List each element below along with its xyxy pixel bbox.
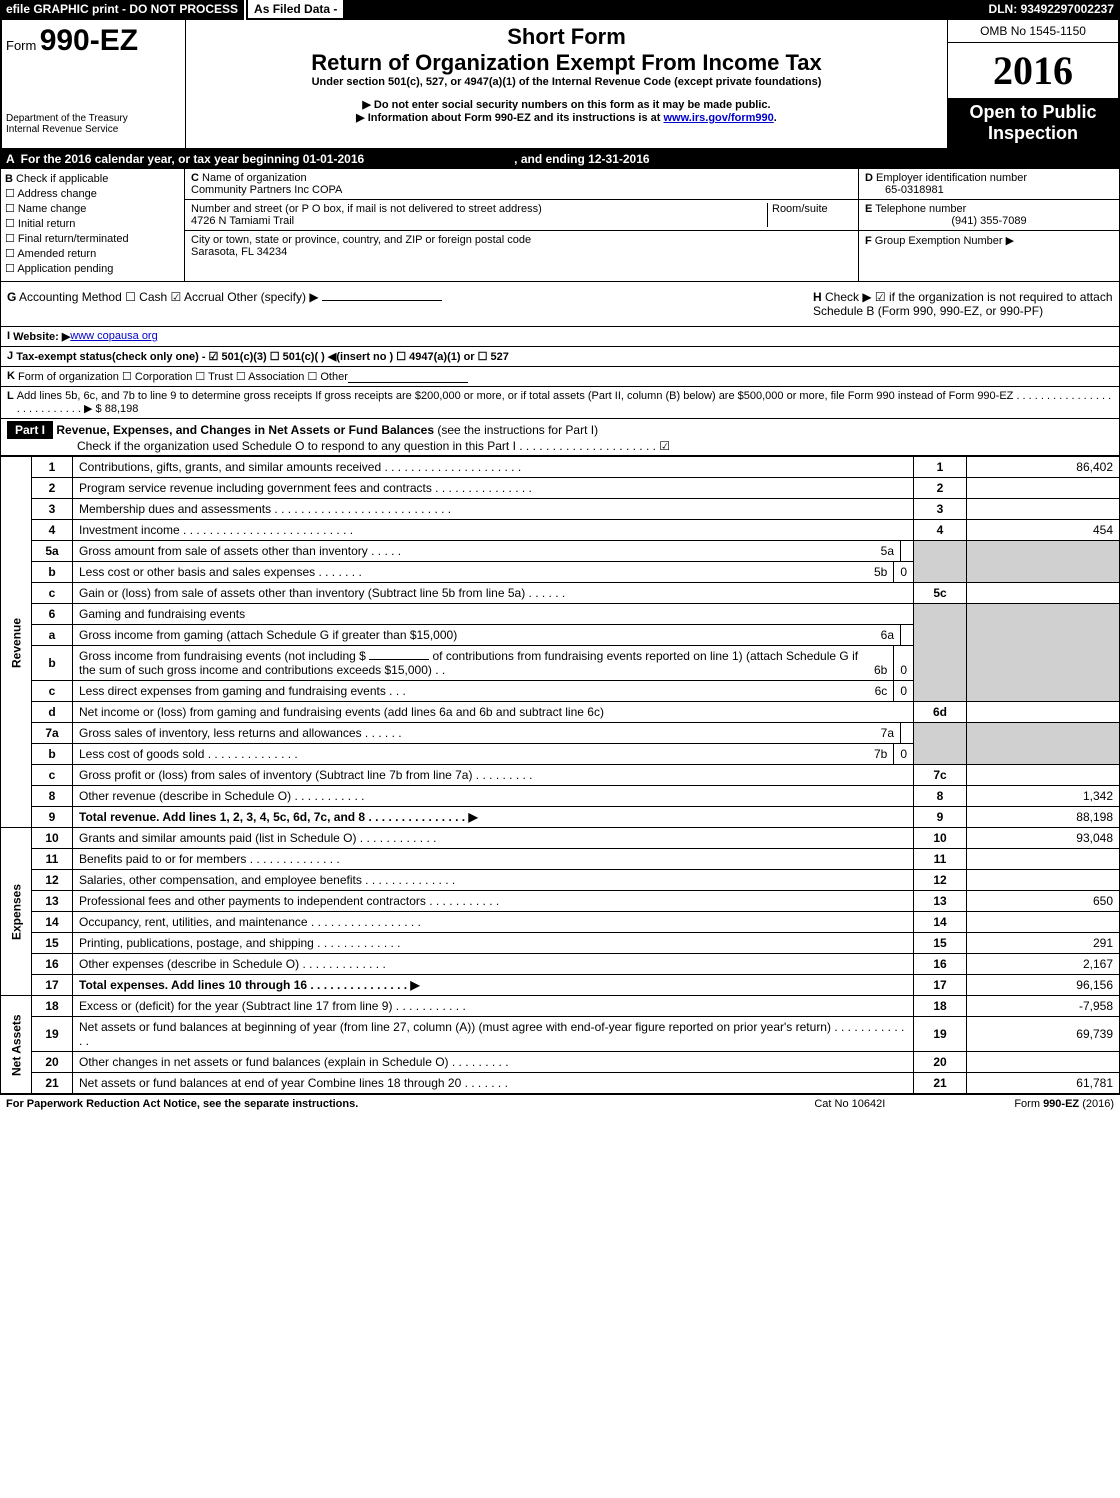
open-pub-2: Inspection (952, 123, 1114, 144)
website-link[interactable]: www copausa org (70, 330, 157, 343)
c-city: City or town, state or province, country… (185, 231, 858, 261)
line-8-amt: 1,342 (967, 786, 1120, 807)
g-accounting: G Accounting Method ☐ Cash ☑ Accrual Oth… (1, 282, 807, 326)
open-pub-1: Open to Public (952, 102, 1114, 123)
c-name: C Name of organization Community Partner… (185, 169, 858, 200)
line-9-amt: 88,198 (967, 807, 1120, 828)
row-gh: G Accounting Method ☐ Cash ☑ Accrual Oth… (0, 282, 1120, 327)
e-phone: E Telephone number (941) 355-7089 (859, 200, 1119, 231)
dln-value: 93492297002237 (1021, 2, 1114, 16)
col-d: D Employer identification number 65-0318… (858, 169, 1119, 281)
section-bcd: B Check if applicable ☐ Address change ☐… (0, 168, 1120, 282)
other-specify-line[interactable] (322, 300, 442, 301)
side-netassets: Net Assets (1, 996, 32, 1094)
line-1-desc: Contributions, gifts, grants, and simila… (73, 457, 914, 478)
part1-check: Check if the organization used Schedule … (77, 439, 670, 453)
form-page: efile GRAPHIC print - DO NOT PROCESS As … (0, 0, 1120, 1113)
row-j: J Tax-exempt status(check only one) - ☑ … (0, 347, 1120, 367)
org-street: 4726 N Tamiami Trail (191, 215, 294, 227)
line-17-amt: 96,156 (967, 975, 1120, 996)
tax-year: 2016 (948, 43, 1118, 98)
b-item-1[interactable]: ☐ Name change (5, 202, 180, 215)
org-name: Community Partners Inc COPA (191, 184, 342, 196)
asfiled-label: As Filed Data - (246, 0, 345, 20)
note2: ▶ Information about Form 990-EZ and its … (190, 111, 943, 124)
irs: Internal Revenue Service (6, 124, 181, 135)
col-c: C Name of organization Community Partner… (185, 169, 858, 281)
row-i: I Website: ▶ www copausa org (0, 327, 1120, 347)
side-revenue: Revenue (1, 457, 32, 828)
note1: ▶ Do not enter social security numbers o… (190, 98, 943, 111)
form-prefix: Form (6, 38, 36, 53)
return-title: Return of Organization Exempt From Incom… (190, 50, 943, 76)
note2-text: ▶ Information about Form 990-EZ and its … (356, 112, 663, 124)
line-1-amt: 86,402 (967, 457, 1120, 478)
a-text: For the 2016 calendar year, or tax year … (21, 152, 365, 166)
b-item-2[interactable]: ☐ Initial return (5, 217, 180, 230)
cat-no: Cat No 10642I (814, 1098, 1014, 1110)
row-l: L Add lines 5b, 6c, and 7b to line 9 to … (0, 387, 1120, 419)
b-checkif: Check if applicable (16, 173, 108, 185)
header-right: OMB No 1545-1150 2016 Open to Public Ins… (947, 20, 1118, 148)
header: Form 990-EZ Department of the Treasury I… (0, 20, 1120, 150)
org-city: Sarasota, FL 34234 (191, 246, 287, 258)
a-label: A (6, 152, 15, 166)
line-15-amt: 291 (967, 933, 1120, 954)
part1-label: Part I (7, 421, 53, 439)
efile-label: efile GRAPHIC print - DO NOT PROCESS (0, 0, 246, 20)
topbar: efile GRAPHIC print - DO NOT PROCESS As … (0, 0, 1120, 20)
line-16-amt: 2,167 (967, 954, 1120, 975)
line-19-amt: 69,739 (967, 1017, 1120, 1052)
b-item-0[interactable]: ☐ Address change (5, 187, 180, 200)
footer: For Paperwork Reduction Act Notice, see … (0, 1094, 1120, 1113)
header-mid: Short Form Return of Organization Exempt… (186, 20, 947, 148)
dept-treasury: Department of the Treasury (6, 113, 181, 124)
ein-value: 65-0318981 (885, 184, 944, 196)
part1-header: Part I Revenue, Expenses, and Changes in… (0, 419, 1120, 456)
part1-subtitle: (see the instructions for Part I) (437, 423, 598, 437)
form-id: Form 990-EZ (2016) (1014, 1098, 1114, 1110)
part1-title: Revenue, Expenses, and Changes in Net As… (56, 423, 434, 437)
line-18-amt: -7,958 (967, 996, 1120, 1017)
dln: DLN: 93492297002237 (983, 0, 1120, 20)
side-expenses: Expenses (1, 828, 32, 996)
omb: OMB No 1545-1150 (948, 20, 1118, 43)
lines-table: Revenue 1 Contributions, gifts, grants, … (0, 456, 1120, 1094)
h-check: H Check ▶ ☑ if the organization is not r… (807, 282, 1119, 326)
line-4-amt: 454 (967, 520, 1120, 541)
line-21-amt: 61,781 (967, 1073, 1120, 1094)
c-street: Number and street (or P O box, if mail i… (185, 200, 858, 231)
other-org-line[interactable] (348, 370, 468, 383)
line-13-amt: 650 (967, 891, 1120, 912)
b-item-5[interactable]: ☐ Application pending (5, 262, 180, 275)
line-10-amt: 93,048 (967, 828, 1120, 849)
col-b: B Check if applicable ☐ Address change ☐… (1, 169, 185, 281)
open-to-public: Open to Public Inspection (948, 98, 1118, 148)
d-ein: D Employer identification number 65-0318… (859, 169, 1119, 200)
short-form-title: Short Form (190, 24, 943, 50)
b-item-3[interactable]: ☐ Final return/terminated (5, 232, 180, 245)
row-k: K Form of organization ☐ Corporation ☐ T… (0, 367, 1120, 387)
form-number: 990-EZ (40, 24, 138, 57)
a-ending: , and ending 12-31-2016 (514, 152, 649, 166)
b-item-4[interactable]: ☐ Amended return (5, 247, 180, 260)
paperwork-notice: For Paperwork Reduction Act Notice, see … (6, 1098, 814, 1110)
row-a: A For the 2016 calendar year, or tax yea… (0, 150, 1120, 168)
f-group: F Group Exemption Number ▶ (859, 231, 1119, 250)
b-label: B (5, 173, 13, 185)
room-suite: Room/suite (767, 203, 852, 227)
irs-link[interactable]: www.irs.gov/form990 (664, 112, 774, 124)
dln-label: DLN: (989, 2, 1018, 16)
header-left: Form 990-EZ Department of the Treasury I… (2, 20, 186, 148)
subtitle: Under section 501(c), 527, or 4947(a)(1)… (190, 76, 943, 88)
phone-value: (941) 355-7089 (865, 215, 1113, 227)
